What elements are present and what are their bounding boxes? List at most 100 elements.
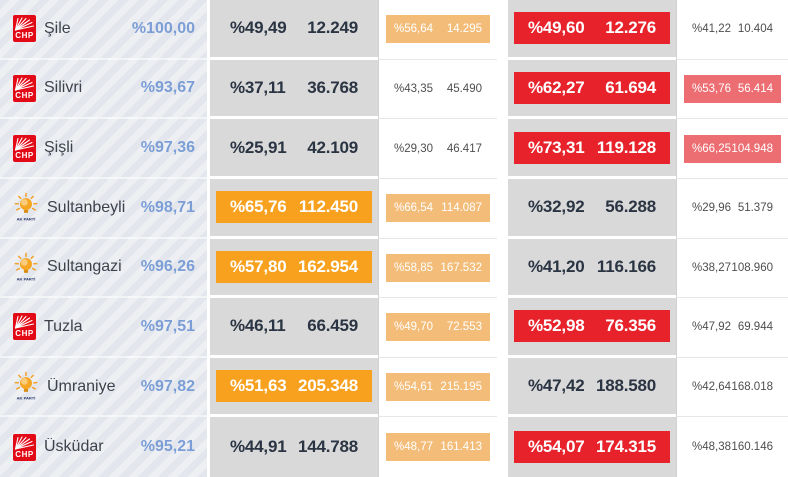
akp-result-votes: 162.954 [297, 256, 358, 276]
chp-result-votes: 12.276 [605, 18, 656, 38]
chp-six-arrows-icon [14, 436, 35, 450]
district-row[interactable]: CHP AK PARTİ [0, 119, 788, 179]
chp-previous-votes: 108.960 [731, 261, 773, 274]
akp-result-percent: %65,76 [230, 197, 287, 217]
district-cell: CHP AK PARTİ [0, 119, 207, 179]
akp-previous-result-cell: %54,61 215.195 [378, 357, 497, 418]
akp-previous-result-cell: %49,70 72.553 [378, 298, 497, 358]
chp-previous-percent: %38,27 [692, 261, 732, 274]
akp-previous-votes: 46.417 [446, 142, 482, 155]
akp-lightbulb-icon: AK PARTİ [14, 371, 38, 401]
akp-previous-percent: %49,70 [394, 321, 434, 334]
district-name: Ümraniye [47, 377, 116, 395]
district-name: Tuzla [44, 317, 83, 335]
akp-previous-percent: %48,77 [394, 441, 434, 454]
akp-previous-votes: 72.553 [446, 321, 482, 334]
ballot-opened-percentage: %95,21 [140, 438, 195, 456]
district-cell: CHP AK PARTİ [0, 357, 207, 418]
ballot-opened-percentage: %96,26 [140, 258, 195, 276]
district-row[interactable]: CHP AK PARTİ [0, 357, 788, 418]
chp-result-cell: %52,98 76.356 [508, 298, 676, 358]
ballot-opened-percentage: %97,51 [140, 317, 195, 335]
chp-result: %49,60 12.276 [514, 12, 670, 45]
akp-previous-result-cell: %29,30 46.417 [378, 119, 497, 179]
akp-result-cell: %44,91 144.788 [210, 417, 378, 477]
chp-result: %41,20 116.166 [514, 251, 670, 283]
akp-previous-result-cell: %43,35 45.490 [378, 59, 497, 120]
akp-previous-percent: %54,61 [394, 381, 434, 394]
akp-previous-votes: 45.490 [446, 82, 482, 95]
akp-result-cell: %37,11 36.768 [210, 59, 378, 120]
akp-logo-icon: AK PARTİ [13, 192, 39, 223]
akp-result-votes: 36.768 [307, 77, 358, 97]
akp-result-cell: %65,76 112.450 [210, 178, 378, 239]
akp-previous-votes: 14.295 [446, 23, 482, 36]
akp-result-percent: %49,49 [230, 18, 287, 38]
chp-result-percent: %54,07 [528, 437, 585, 457]
chp-result-percent: %32,92 [528, 197, 585, 217]
chp-previous-percent: %66,25 [692, 142, 732, 155]
chp-result: %47,42 188.580 [514, 370, 670, 402]
chp-result-votes: 116.166 [596, 256, 656, 276]
chp-result: %62,27 61.694 [514, 71, 670, 104]
district-row[interactable]: CHP AK PARTİ [0, 178, 788, 239]
akp-logo-label: AK PARTİ [17, 276, 36, 281]
chp-result-votes: 76.356 [605, 316, 656, 336]
chp-previous-result: %47,92 69.944 [684, 313, 781, 341]
chp-result: %73,31 119.128 [514, 131, 670, 164]
chp-previous-result: %29,96 51.379 [684, 194, 781, 222]
chp-previous-percent: %53,76 [692, 82, 732, 95]
akp-result-votes: 12.249 [307, 18, 358, 38]
district-cell: CHP AK PARTİ [0, 298, 207, 358]
akp-previous-votes: 161.413 [440, 441, 482, 454]
ballot-opened-percentage: %97,82 [140, 377, 195, 395]
akp-previous-result-cell: %66,54 114.087 [378, 178, 497, 239]
chp-previous-result-cell: %66,25 104.948 [676, 119, 788, 179]
district-row[interactable]: CHP AK PARTİ [0, 238, 788, 299]
akp-previous-result-cell: %48,77 161.413 [378, 417, 497, 477]
akp-result-percent: %44,91 [230, 437, 287, 457]
chp-logo-label: CHP [15, 449, 34, 459]
district-cell: CHP AK PARTİ [0, 238, 207, 299]
akp-result-votes: 144.788 [297, 437, 358, 457]
ballot-opened-percentage: %98,71 [140, 198, 195, 216]
chp-result-cell: %54,07 174.315 [508, 417, 676, 477]
district-row[interactable]: CHP AK PARTİ [0, 0, 788, 60]
chp-logo-icon: CHP [13, 134, 36, 162]
chp-previous-result-cell: %48,38 160.146 [676, 417, 788, 477]
chp-previous-votes: 69.944 [737, 321, 773, 334]
chp-previous-votes: 104.948 [731, 142, 773, 155]
akp-previous-result: %56,64 14.295 [386, 15, 490, 44]
chp-logo-icon: CHP [13, 433, 36, 461]
akp-result: %37,11 36.768 [216, 72, 372, 104]
akp-lightbulb-icon: AK PARTİ [14, 192, 38, 222]
akp-result-cell: %25,91 42.109 [210, 119, 378, 179]
chp-result-cell: %32,92 56.288 [508, 178, 676, 239]
akp-result: %46,11 66.459 [216, 310, 372, 342]
akp-result-percent: %51,63 [230, 376, 287, 396]
akp-logo-label: AK PARTİ [17, 396, 36, 401]
chp-result: %52,98 76.356 [514, 310, 670, 343]
chp-previous-percent: %47,92 [692, 321, 732, 334]
akp-previous-votes: 215.195 [440, 381, 482, 394]
akp-result-percent: %46,11 [230, 316, 286, 336]
chp-result-cell: %49,60 12.276 [508, 0, 676, 60]
akp-previous-result: %48,77 161.413 [386, 433, 490, 462]
chp-six-arrows-icon [14, 17, 35, 31]
ballot-opened-percentage: %97,36 [140, 139, 195, 157]
district-row[interactable]: CHP AK PARTİ [0, 298, 788, 358]
district-name: Üsküdar [44, 438, 104, 456]
chp-result-percent: %73,31 [528, 137, 585, 157]
chp-previous-result-cell: %29,96 51.379 [676, 178, 788, 239]
akp-logo-icon: AK PARTİ [13, 252, 39, 283]
akp-previous-percent: %56,64 [394, 23, 434, 36]
chp-previous-result-cell: %42,64 168.018 [676, 357, 788, 418]
chp-result-percent: %52,98 [528, 316, 585, 336]
district-row[interactable]: CHP AK PARTİ [0, 59, 788, 120]
chp-previous-percent: %41,22 [692, 23, 732, 36]
district-row[interactable]: CHP AK PARTİ [0, 417, 788, 477]
district-name: Sultangazi [47, 258, 122, 276]
akp-result: %65,76 112.450 [216, 191, 372, 224]
chp-previous-result: %42,64 168.018 [684, 373, 781, 401]
chp-previous-result: %53,76 56.414 [684, 74, 781, 103]
